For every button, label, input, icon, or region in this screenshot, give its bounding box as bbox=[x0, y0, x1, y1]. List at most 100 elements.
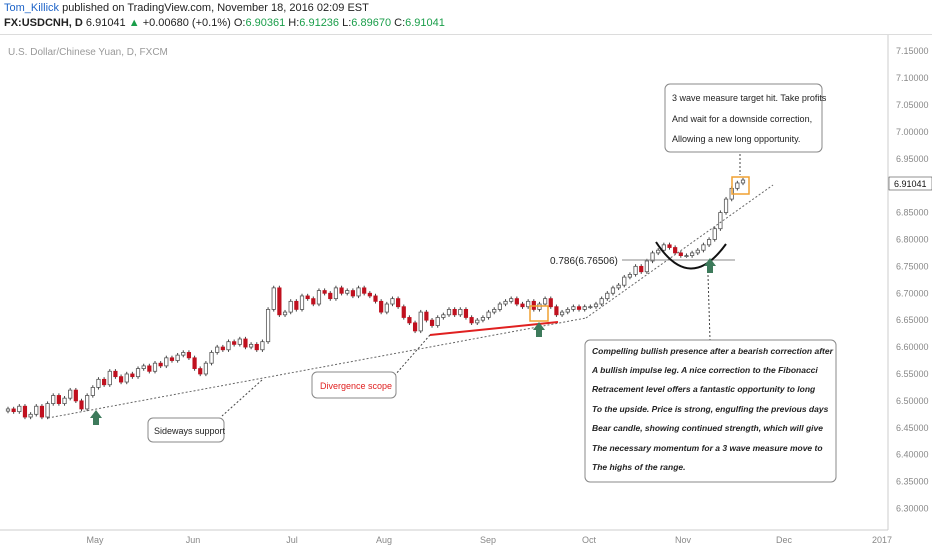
candle-body-down bbox=[39, 405, 45, 418]
last-price-value: 6.91041 bbox=[894, 179, 927, 189]
last-price: 6.91041 bbox=[85, 17, 126, 29]
y-tick-label: 7.00000 bbox=[896, 127, 929, 137]
candle-body-up bbox=[384, 303, 389, 313]
candle-body-down bbox=[452, 309, 457, 316]
candle-body-up bbox=[582, 306, 587, 310]
candle-body-up bbox=[526, 300, 531, 308]
candle-body-down bbox=[412, 322, 418, 332]
candle-body-down bbox=[192, 357, 197, 369]
high-value: 6.91236 bbox=[299, 17, 340, 29]
open-value: 6.90361 bbox=[245, 17, 286, 29]
candle-body-down bbox=[79, 400, 84, 410]
divergence-line bbox=[429, 321, 559, 336]
candle-body-down bbox=[294, 300, 299, 310]
candle-body-up bbox=[203, 362, 208, 375]
fib-label: 0.786(6.76506) bbox=[550, 256, 618, 267]
sideways-callout: Sideways support bbox=[147, 417, 226, 443]
price-chart[interactable]: U.S. Dollar/Chinese Yuan, D, FXCM 7.1500… bbox=[0, 35, 932, 550]
candle-body-up bbox=[51, 395, 56, 404]
candle-body-down bbox=[469, 317, 474, 324]
candle-body-up bbox=[17, 405, 22, 413]
high-label: H: bbox=[288, 17, 300, 29]
candle-body-up bbox=[605, 292, 610, 300]
candle-body-down bbox=[322, 290, 327, 294]
candle-body-up bbox=[543, 298, 548, 305]
candle-body-up bbox=[68, 389, 73, 399]
candle-body-down bbox=[673, 247, 678, 254]
candle-body-up bbox=[661, 244, 666, 251]
candle-body-up bbox=[418, 311, 423, 332]
candle-body-up bbox=[175, 354, 180, 361]
candle-body-up bbox=[650, 252, 655, 262]
y-tick-label: 6.40000 bbox=[896, 450, 929, 460]
y-tick-label: 7.15000 bbox=[896, 46, 929, 56]
up-arrow-2-icon bbox=[533, 322, 545, 337]
x-tick-label: May bbox=[86, 535, 104, 545]
candle-body-down bbox=[118, 376, 124, 383]
sideways-connector bbox=[221, 379, 263, 417]
candle-body-down bbox=[339, 287, 344, 294]
y-tick-label: 7.10000 bbox=[896, 73, 929, 83]
candle-body-up bbox=[633, 265, 638, 275]
header-divider bbox=[0, 34, 932, 35]
x-tick-label: Dec bbox=[776, 535, 793, 545]
target-line-3: Allowing a new long opportunity. bbox=[672, 134, 800, 144]
candle-body-up bbox=[684, 255, 689, 257]
candle-body-up bbox=[135, 368, 141, 378]
analysis-line-6: The necessary momentum for a 3 wave meas… bbox=[592, 443, 823, 453]
candle-body-up bbox=[656, 249, 661, 254]
candle-body-up bbox=[164, 357, 169, 367]
candle-body-down bbox=[379, 300, 384, 313]
candle-body-down bbox=[328, 292, 333, 300]
candle-body-up bbox=[571, 306, 576, 310]
x-tick-label: Oct bbox=[582, 535, 597, 545]
candle-body-up bbox=[34, 405, 39, 415]
candle-body-up bbox=[723, 198, 729, 213]
candle-body-down bbox=[407, 317, 412, 324]
candle-body-up bbox=[85, 395, 90, 410]
candle-body-down bbox=[232, 341, 237, 345]
author-link[interactable]: Tom_Killick bbox=[4, 2, 60, 14]
price-axis: 7.15000 7.10000 7.05000 7.00000 6.95000 6.850… bbox=[896, 46, 929, 513]
analysis-line-1: Compelling bullish presence after a bear… bbox=[592, 346, 834, 356]
candle-body-up bbox=[712, 228, 717, 240]
candle-body-down bbox=[576, 306, 582, 310]
y-tick-label: 6.30000 bbox=[896, 503, 929, 513]
candle-body-up bbox=[282, 311, 288, 316]
candle-body-up bbox=[265, 309, 271, 343]
candle-body-up bbox=[593, 303, 599, 308]
big-note-connector bbox=[707, 274, 711, 341]
candle-body-down bbox=[147, 365, 152, 372]
candle-body-up bbox=[107, 370, 112, 386]
candle-body-up bbox=[152, 362, 158, 372]
x-tick-label: Jun bbox=[186, 535, 201, 545]
symbol-line: FX:USDCNH, D 6.91041 ▲ +0.00680 (+0.1%) … bbox=[4, 17, 445, 29]
candle-body-up bbox=[446, 309, 452, 316]
candle-body-up bbox=[441, 314, 446, 318]
candle-body-up bbox=[627, 274, 633, 278]
candle-body-down bbox=[548, 298, 553, 308]
candle-body-down bbox=[667, 244, 672, 248]
chart-title: U.S. Dollar/Chinese Yuan, D, FXCM bbox=[8, 47, 168, 58]
candle-body-up bbox=[5, 408, 11, 412]
candle-body-up bbox=[599, 298, 604, 305]
analysis-line-2: A bullish impulse leg. A nice correction… bbox=[591, 365, 818, 375]
candle-body-up bbox=[45, 403, 50, 418]
analysis-callout: Compelling bullish presence after a bear… bbox=[584, 339, 837, 483]
candle-body-down bbox=[254, 343, 259, 351]
candle-body-down bbox=[554, 306, 559, 316]
divergence-connector bbox=[394, 334, 431, 376]
candle-body-down bbox=[11, 408, 16, 413]
candle-body-down bbox=[514, 298, 519, 305]
candle-body-up bbox=[90, 387, 95, 396]
target-callout: 3 wave measure target hit. Take profits … bbox=[664, 83, 827, 153]
candle-body-up bbox=[644, 260, 649, 273]
candle-body-up bbox=[288, 300, 293, 313]
sideways-support-line bbox=[47, 317, 587, 419]
candle-body-up bbox=[458, 309, 463, 316]
candle-body-down bbox=[362, 287, 367, 294]
candle-body-down bbox=[520, 303, 525, 308]
candle-body-up bbox=[480, 317, 486, 321]
candle-body-up bbox=[486, 311, 491, 318]
